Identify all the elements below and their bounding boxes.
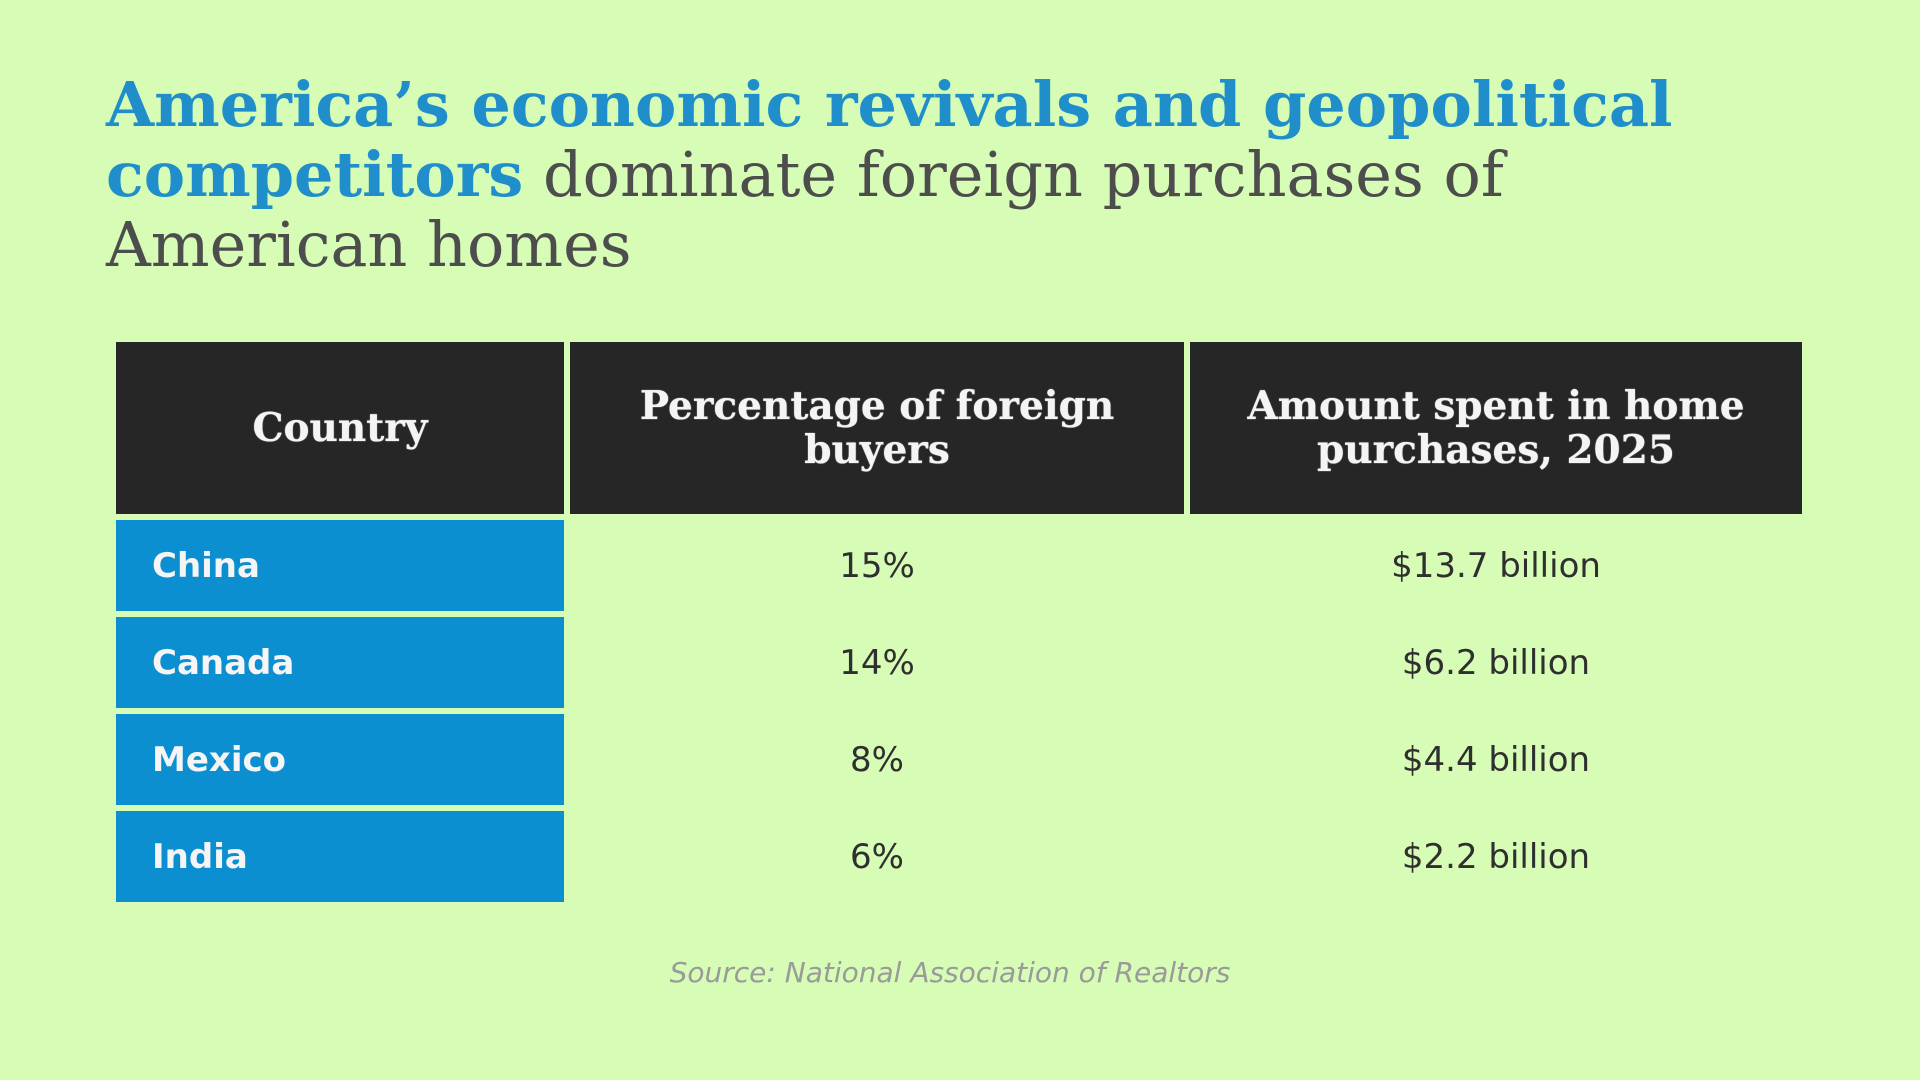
amount-cell: $2.2 billion — [1401, 836, 1591, 877]
table-row: India 6% $2.2 billion — [116, 811, 1802, 902]
amount-cell: $4.4 billion — [1401, 739, 1591, 780]
chart-title: America’s economic revivals and geopolit… — [106, 70, 1756, 280]
table-row: Mexico 8% $4.4 billion — [116, 714, 1802, 805]
country-cell: Mexico — [116, 714, 564, 805]
column-header-amount: Amount spent in home purchases, 2025 — [1190, 342, 1802, 514]
percentage-cell: 15% — [839, 545, 915, 586]
percentage-cell: 6% — [850, 836, 904, 877]
amount-cell: $13.7 billion — [1391, 545, 1601, 586]
table-row: China 15% $13.7 billion — [116, 520, 1802, 611]
data-table: Country Percentage of foreign buyers Amo… — [110, 336, 1808, 908]
country-cell: Canada — [116, 617, 564, 708]
title-highlight: America’s economic revivals and geopolit… — [106, 68, 1673, 211]
table-header-row: Country Percentage of foreign buyers Amo… — [116, 342, 1802, 514]
percentage-cell: 8% — [850, 739, 904, 780]
amount-cell: $6.2 billion — [1401, 642, 1591, 683]
table-row: Canada 14% $6.2 billion — [116, 617, 1802, 708]
column-header-country: Country — [116, 342, 564, 514]
country-cell: China — [116, 520, 564, 611]
column-header-percentage: Percentage of foreign buyers — [570, 342, 1184, 514]
percentage-cell: 14% — [839, 642, 915, 683]
country-cell: India — [116, 811, 564, 902]
title-rest: dominate foreign purchases of American h… — [106, 138, 1504, 281]
source-note: Source: National Association of Realtors — [669, 956, 1231, 989]
